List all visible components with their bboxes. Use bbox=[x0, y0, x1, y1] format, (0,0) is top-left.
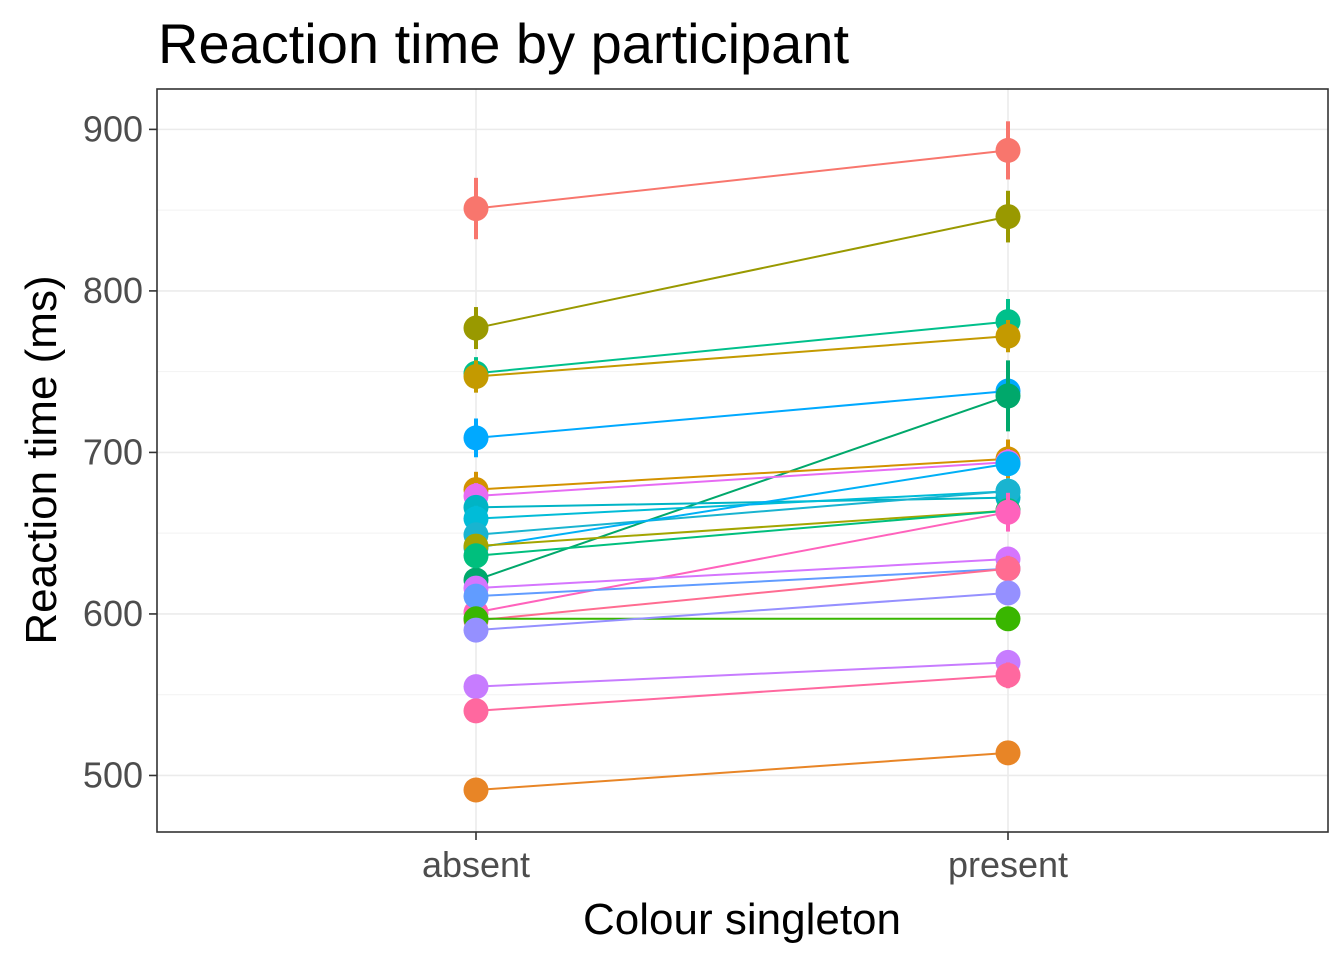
series-line bbox=[475, 490, 1009, 536]
series-layer bbox=[463, 121, 1021, 803]
y-tick-label: 600 bbox=[83, 593, 143, 634]
series-line bbox=[475, 457, 1009, 491]
data-point bbox=[463, 583, 489, 609]
series-6 bbox=[463, 360, 1021, 593]
series-21 bbox=[463, 649, 1021, 700]
series-5 bbox=[463, 365, 1021, 458]
data-point bbox=[995, 137, 1021, 163]
data-point bbox=[463, 425, 489, 451]
series-line bbox=[475, 567, 1009, 622]
x-tick-label: absent bbox=[422, 844, 530, 885]
data-point bbox=[463, 777, 489, 803]
series-line bbox=[475, 591, 1009, 632]
data-point bbox=[463, 364, 489, 390]
data-point bbox=[995, 606, 1021, 632]
x-tick-label: present bbox=[948, 844, 1068, 885]
y-tick-label: 500 bbox=[83, 754, 143, 795]
data-point bbox=[995, 740, 1021, 766]
data-point bbox=[995, 451, 1021, 477]
y-tick-label: 800 bbox=[83, 270, 143, 311]
y-axis-title: Reaction time (ms) bbox=[17, 275, 66, 644]
panel-border bbox=[156, 88, 1329, 833]
series-line bbox=[475, 567, 1009, 598]
y-tick-label: 900 bbox=[83, 108, 143, 149]
data-point bbox=[995, 204, 1021, 230]
series-18 bbox=[463, 555, 1021, 633]
series-line bbox=[475, 320, 1009, 375]
series-line bbox=[475, 509, 1009, 557]
series-20 bbox=[463, 580, 1021, 643]
series-2 bbox=[463, 190, 1021, 350]
data-point bbox=[995, 499, 1021, 525]
series-line bbox=[475, 511, 1009, 614]
axes: 500 600 700 800 900 absent present bbox=[83, 108, 1068, 885]
series-line bbox=[475, 461, 1009, 498]
series-23 bbox=[463, 740, 1021, 803]
data-point bbox=[463, 617, 489, 643]
series-1 bbox=[463, 121, 1021, 240]
series-19 bbox=[463, 606, 1021, 632]
grid bbox=[157, 89, 1328, 832]
series-17 bbox=[463, 556, 1021, 609]
series-line bbox=[475, 335, 1009, 378]
series-4 bbox=[463, 319, 1021, 393]
data-point bbox=[463, 674, 489, 700]
data-point bbox=[463, 315, 489, 341]
series-line bbox=[475, 661, 1009, 688]
data-point bbox=[995, 662, 1021, 688]
data-point bbox=[995, 478, 1021, 504]
chart-title: Reaction time by participant bbox=[158, 12, 849, 75]
series-22 bbox=[463, 662, 1021, 724]
series-line bbox=[475, 509, 1009, 548]
data-point bbox=[995, 580, 1021, 606]
data-point bbox=[463, 698, 489, 724]
data-point bbox=[463, 196, 489, 222]
series-line bbox=[475, 674, 1009, 712]
series-line bbox=[475, 215, 1009, 330]
series-line bbox=[475, 149, 1009, 210]
series-line bbox=[475, 558, 1009, 590]
series-line bbox=[475, 462, 1009, 549]
data-point bbox=[995, 323, 1021, 349]
series-line bbox=[475, 751, 1009, 792]
x-axis-title: Colour singleton bbox=[583, 895, 901, 944]
data-point bbox=[463, 543, 489, 569]
data-point bbox=[995, 383, 1021, 409]
data-point bbox=[995, 556, 1021, 582]
series-line bbox=[475, 394, 1009, 581]
series-line bbox=[475, 390, 1009, 439]
y-tick-label: 700 bbox=[83, 431, 143, 472]
series-8 bbox=[463, 449, 1021, 509]
